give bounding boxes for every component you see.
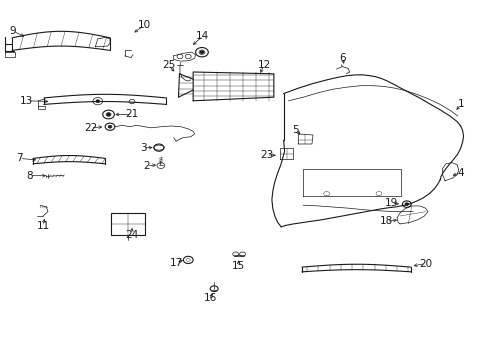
Circle shape <box>107 113 110 116</box>
Text: 6: 6 <box>338 53 345 63</box>
Text: 18: 18 <box>379 216 392 226</box>
Text: 5: 5 <box>292 125 299 135</box>
Text: 17: 17 <box>169 258 183 268</box>
Text: 23: 23 <box>259 150 273 160</box>
Text: 11: 11 <box>36 221 50 231</box>
Circle shape <box>200 51 203 53</box>
Text: 20: 20 <box>418 258 431 269</box>
Text: 24: 24 <box>125 230 139 240</box>
Bar <box>111 213 144 235</box>
Text: 15: 15 <box>231 261 245 271</box>
Text: 3: 3 <box>140 143 146 153</box>
Text: 25: 25 <box>162 60 175 70</box>
Text: 19: 19 <box>384 198 397 208</box>
Circle shape <box>405 203 407 205</box>
Text: 16: 16 <box>203 293 217 303</box>
Text: 14: 14 <box>196 31 209 41</box>
Text: 13: 13 <box>20 96 34 106</box>
Text: 21: 21 <box>125 109 139 120</box>
Circle shape <box>109 126 111 127</box>
Text: 2: 2 <box>143 161 150 171</box>
Text: 4: 4 <box>456 168 463 178</box>
Text: 7: 7 <box>16 153 23 163</box>
Circle shape <box>96 100 99 102</box>
Text: 22: 22 <box>83 123 97 133</box>
Text: 12: 12 <box>257 60 270 70</box>
Text: 10: 10 <box>138 20 150 30</box>
Text: 8: 8 <box>26 171 33 181</box>
Text: 9: 9 <box>9 26 16 36</box>
Text: 1: 1 <box>456 99 463 109</box>
